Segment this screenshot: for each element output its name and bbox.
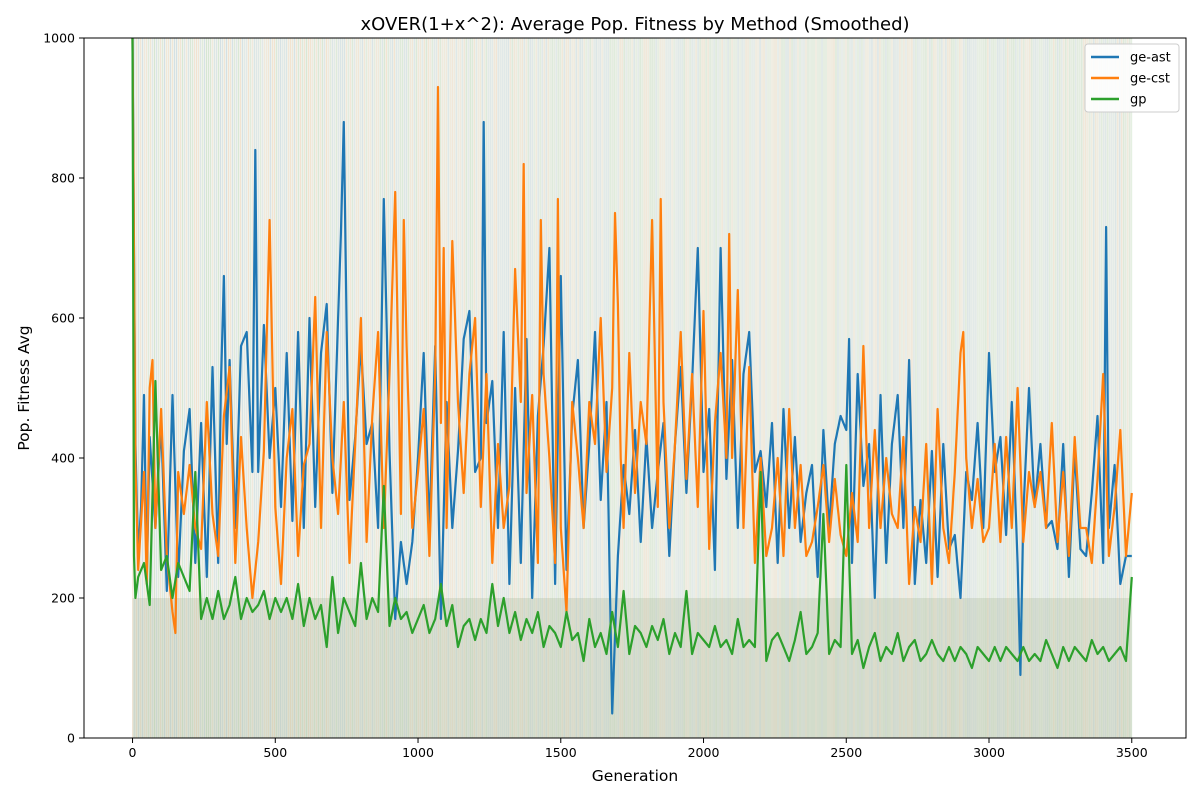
series-line-gp <box>131 38 1133 670</box>
y-tick-label: 400 <box>51 451 75 466</box>
y-tick-label: 1000 <box>43 31 75 46</box>
x-tick-label: 2500 <box>830 745 862 760</box>
y-tick-label: 200 <box>51 591 75 606</box>
legend-label-ge-cst: ge-cst <box>1130 72 1170 87</box>
x-tick-label: 3500 <box>1116 745 1148 760</box>
x-tick-label: 0 <box>129 745 137 760</box>
legend-box <box>1084 43 1180 113</box>
legend: ge-ast ge-cst gp <box>1084 43 1180 113</box>
legend-label-ge-ast: ge-ast <box>1130 51 1171 66</box>
legend-label-gp: gp <box>1130 93 1147 108</box>
x-axis-ticks: 0 500 1000 1500 2000 2500 3000 3500 <box>129 738 1148 760</box>
y-axis-label: Pop. Fitness Avg <box>15 325 33 450</box>
series-line-ge-cst <box>131 38 1133 635</box>
y-tick-label: 0 <box>67 731 75 746</box>
chart-title: xOVER(1+x^2): Average Pop. Fitness by Me… <box>360 14 909 35</box>
x-tick-label: 500 <box>263 745 287 760</box>
variance-bands <box>132 38 1133 738</box>
series-lines <box>131 38 1133 715</box>
x-tick-label: 1000 <box>402 745 434 760</box>
x-tick-label: 3000 <box>973 745 1005 760</box>
x-tick-label: 2000 <box>688 745 720 760</box>
x-axis-label: Generation <box>592 767 678 785</box>
x-tick-label: 1500 <box>545 745 577 760</box>
plot-frame <box>83 37 1187 739</box>
y-tick-label: 800 <box>51 171 75 186</box>
band-core <box>132 598 1132 738</box>
y-axis-ticks: 0 200 400 600 800 1000 <box>43 31 84 746</box>
y-tick-label: 600 <box>51 311 75 326</box>
